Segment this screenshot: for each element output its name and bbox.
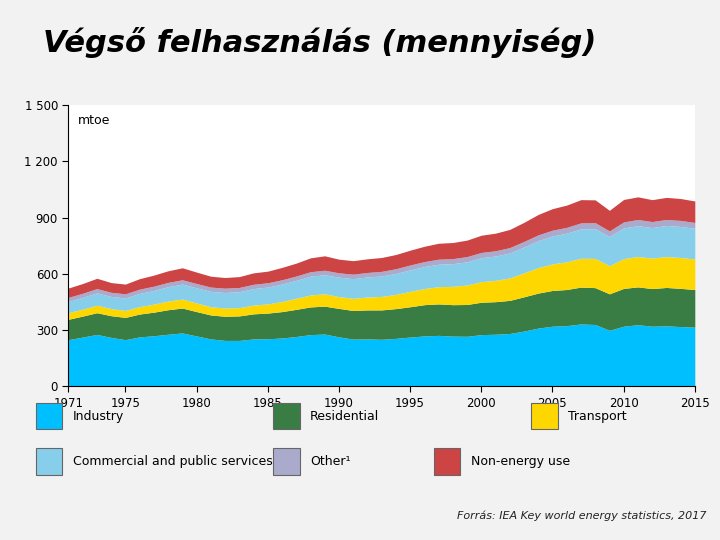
Text: mtoe: mtoe [78,114,110,127]
Text: Végső felhasználás (mennyiség): Végső felhasználás (mennyiség) [42,27,596,58]
Bar [273,403,300,429]
Bar [433,448,460,475]
Text: Forrás: IEA Key world energy statistics, 2017: Forrás: IEA Key world energy statistics,… [456,510,706,521]
Bar [35,448,62,475]
Bar [35,403,62,429]
Bar [531,403,558,429]
Text: Non-energy use: Non-energy use [471,455,570,468]
Text: Residential: Residential [310,409,379,423]
Bar [273,448,300,475]
Text: Commercial and public services: Commercial and public services [73,455,272,468]
Text: Industry: Industry [73,409,124,423]
Text: Other¹: Other¹ [310,455,351,468]
Text: Transport: Transport [569,409,627,423]
